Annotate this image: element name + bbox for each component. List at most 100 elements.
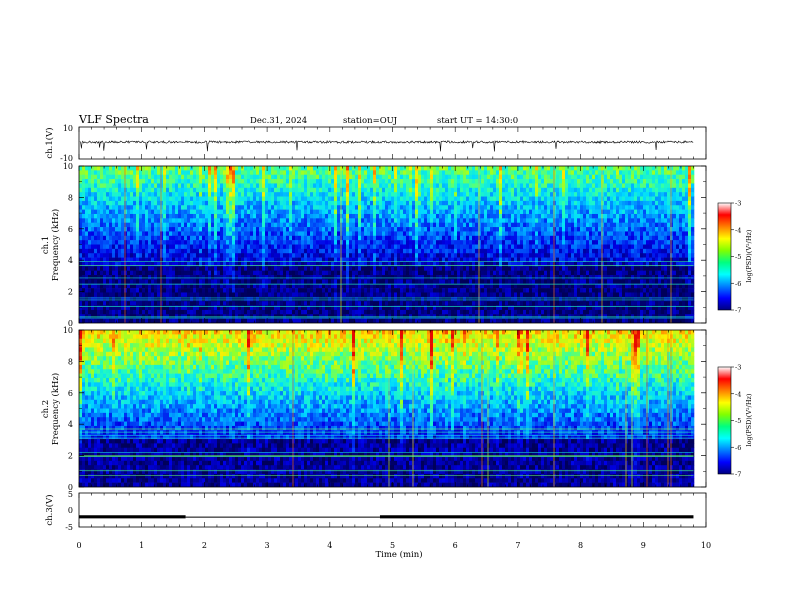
spectrogram-cell: [184, 279, 188, 285]
spectrogram-cell: [145, 244, 149, 250]
spectrogram-cell: [232, 222, 236, 228]
spectrogram-cell: [187, 209, 191, 215]
spectrogram-cell: [241, 222, 245, 228]
spectrogram-cell: [343, 261, 347, 267]
spectrogram-cell: [391, 257, 395, 263]
spectrogram-cell: [331, 170, 335, 176]
spectrogram-cell: [223, 192, 227, 197]
spectrogram-cell: [412, 283, 416, 289]
spectrogram-cell: [169, 222, 173, 228]
spectrogram-cell: [418, 222, 422, 228]
spectrogram-cell: [160, 292, 164, 298]
spectrogram-cell: [106, 301, 110, 306]
spectrogram-cell: [205, 179, 209, 184]
spectrogram-cell: [454, 279, 458, 285]
spectrogram-cell: [349, 301, 353, 306]
spectrogram-cell: [442, 296, 446, 302]
spectrogram-cell: [424, 318, 428, 323]
spectrogram-cell: [415, 240, 419, 245]
spectrogram-cell: [103, 205, 107, 210]
spectrogram-cell: [430, 218, 434, 223]
spectrogram-cell: [196, 192, 200, 197]
spectrogram-cell: [187, 288, 191, 293]
spectrogram-cell: [304, 270, 308, 276]
spectrogram-cell: [352, 227, 356, 232]
spectrogram-cell: [283, 270, 287, 276]
spectrogram-cell: [226, 192, 230, 197]
spectrogram-cell: [145, 266, 149, 271]
spectrogram-cell: [415, 174, 419, 180]
spectrogram-cell: [181, 183, 185, 189]
spectrogram-cell: [85, 166, 89, 171]
spectrogram-cell: [265, 174, 269, 180]
spectrogram-cell: [304, 257, 308, 263]
spectrogram-cell: [490, 196, 494, 202]
spectrogram-cell: [481, 292, 485, 298]
spectrogram-cell: [91, 170, 95, 176]
spectrogram-cell: [133, 301, 137, 306]
spectrogram-cell: [430, 187, 434, 193]
spectrogram-cell: [397, 192, 401, 197]
spectrogram-cell: [490, 296, 494, 302]
spectrogram-cell: [349, 283, 353, 289]
spectrogram-cell: [301, 166, 305, 171]
spectrogram-cell: [397, 257, 401, 263]
spectrogram-cell: [265, 261, 269, 267]
spectrogram-cell: [109, 253, 113, 258]
spectrogram-cell: [193, 266, 197, 271]
spectrogram-cell: [109, 266, 113, 271]
spectrogram-cell: [337, 179, 341, 184]
spectrogram-cell: [286, 275, 290, 280]
spectrogram-cell: [412, 292, 416, 298]
spectrogram-cell: [262, 288, 266, 293]
spectrogram-cell: [400, 257, 404, 263]
spectrogram-cell: [247, 301, 251, 306]
spectrogram-cell: [385, 301, 389, 306]
spectrogram-cell: [121, 222, 125, 228]
spectrogram-cell: [328, 301, 332, 306]
spectrogram-cell: [313, 179, 317, 184]
spectrogram-cell: [256, 275, 260, 280]
spectrogram-cell: [475, 200, 479, 206]
spectrogram-cell: [262, 179, 266, 184]
spectrogram-cell: [208, 235, 212, 241]
spectrogram-cell: [169, 296, 173, 302]
spectrogram-cell: [298, 183, 302, 189]
spectrogram-cell: [106, 266, 110, 271]
spectrogram-cell: [229, 296, 233, 302]
spectrogram-cell: [181, 218, 185, 223]
spectrogram-cell: [208, 231, 212, 237]
spectrogram-cell: [214, 183, 218, 189]
spectrogram-cell: [475, 183, 479, 189]
spectrogram-cell: [490, 244, 494, 250]
spectrogram-cell: [445, 240, 449, 245]
spectrogram-cell: [454, 170, 458, 176]
spectrogram-cell: [421, 200, 425, 206]
spectrogram-cell: [187, 283, 191, 289]
spectrogram-cell: [460, 261, 464, 267]
spectrogram-cell: [247, 209, 251, 215]
spectrogram-cell: [217, 222, 221, 228]
spectrogram-cell: [340, 270, 344, 276]
spectrogram-cell: [277, 174, 281, 180]
spectrogram-cell: [346, 213, 350, 219]
spectrogram-cell: [259, 257, 263, 263]
spectrogram-cell: [262, 166, 266, 171]
spectrogram-cell: [328, 192, 332, 197]
spectrogram-cell: [112, 248, 116, 254]
spectrogram-cell: [358, 248, 362, 254]
spectrogram-cell: [190, 288, 194, 293]
spectrogram-cell: [94, 196, 98, 202]
spectrogram-cell: [163, 257, 167, 263]
spectrogram-cell: [241, 240, 245, 245]
spectrogram-cell: [472, 283, 476, 289]
spectrogram-cell: [190, 222, 194, 228]
spectrogram-cell: [277, 253, 281, 258]
spectrogram-cell: [232, 209, 236, 215]
spectrogram-cell: [385, 213, 389, 219]
spectrogram-cell: [238, 213, 242, 219]
spectrogram-cell: [328, 248, 332, 254]
spectrogram-cell: [208, 240, 212, 245]
spectrogram-cell: [427, 218, 431, 223]
spectrogram-cell: [241, 261, 245, 267]
